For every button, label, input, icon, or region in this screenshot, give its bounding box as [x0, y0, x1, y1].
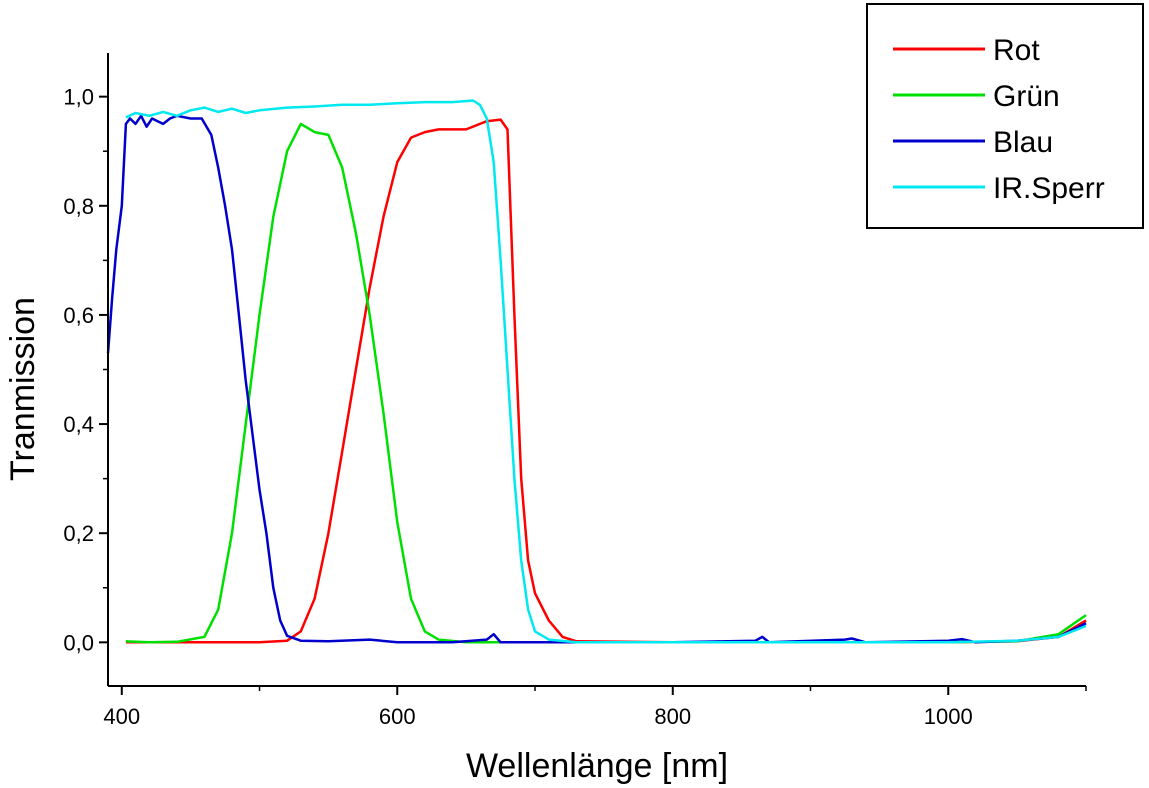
y-tick-label: 0,2 [63, 521, 94, 546]
y-tick-label: 0,4 [63, 412, 94, 437]
series-line-blau [106, 114, 1087, 644]
y-tick-label: 0,0 [63, 630, 94, 655]
legend-label: Grün [993, 80, 1060, 113]
x-tick-label: 400 [103, 704, 140, 729]
series-lines [106, 99, 1087, 644]
legend-box [866, 3, 1144, 229]
x-tick-label: 1000 [924, 704, 973, 729]
legend-label: Rot [993, 34, 1040, 67]
y-tick-label: 0,6 [63, 303, 94, 328]
x-tick-label: 600 [379, 704, 416, 729]
tick-marks: 400 600 800 1000 0,0 0,2 0,4 0,6 0,8 1,0 [63, 85, 1087, 729]
series-line-ir-sperr [125, 99, 1087, 644]
x-tick-label: 800 [654, 704, 691, 729]
legend-label: IR.Sperr [993, 172, 1105, 205]
legend-label: Blau [993, 126, 1053, 159]
y-tick-label: 0,8 [63, 194, 94, 219]
y-tick-label: 1,0 [63, 85, 94, 110]
legend: Rot Grün Blau IR.Sperr [866, 3, 1144, 229]
y-axis-label: Tranmission [4, 297, 42, 481]
x-axis-label: Wellenlänge [nm] [466, 747, 728, 785]
